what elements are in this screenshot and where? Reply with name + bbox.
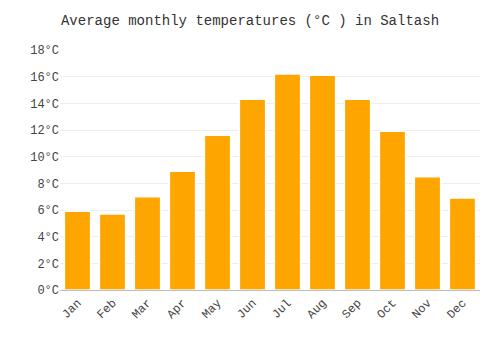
svg-text:Nov: Nov [409,297,434,322]
svg-text:14°C: 14°C [30,98,59,112]
svg-text:May: May [199,297,224,322]
svg-text:Average monthly temperatures (: Average monthly temperatures (°C ) in Sa… [61,13,439,29]
svg-text:10°C: 10°C [30,151,59,165]
svg-text:0°C: 0°C [37,284,59,298]
svg-text:2°C: 2°C [37,258,59,272]
svg-text:Feb: Feb [94,297,119,322]
svg-text:16°C: 16°C [30,71,59,85]
svg-text:Apr: Apr [164,297,189,322]
svg-text:Oct: Oct [374,297,399,322]
svg-text:Dec: Dec [444,297,469,322]
svg-text:Jun: Jun [234,297,259,322]
svg-text:Aug: Aug [304,297,329,322]
svg-text:Mar: Mar [129,297,154,322]
svg-text:18°C: 18°C [30,44,59,58]
svg-text:Sep: Sep [339,297,364,322]
svg-text:Jan: Jan [59,297,84,322]
svg-text:8°C: 8°C [37,178,59,192]
svg-text:4°C: 4°C [37,231,59,245]
svg-text:Jul: Jul [269,297,294,322]
svg-text:6°C: 6°C [37,204,59,218]
svg-text:12°C: 12°C [30,124,59,138]
